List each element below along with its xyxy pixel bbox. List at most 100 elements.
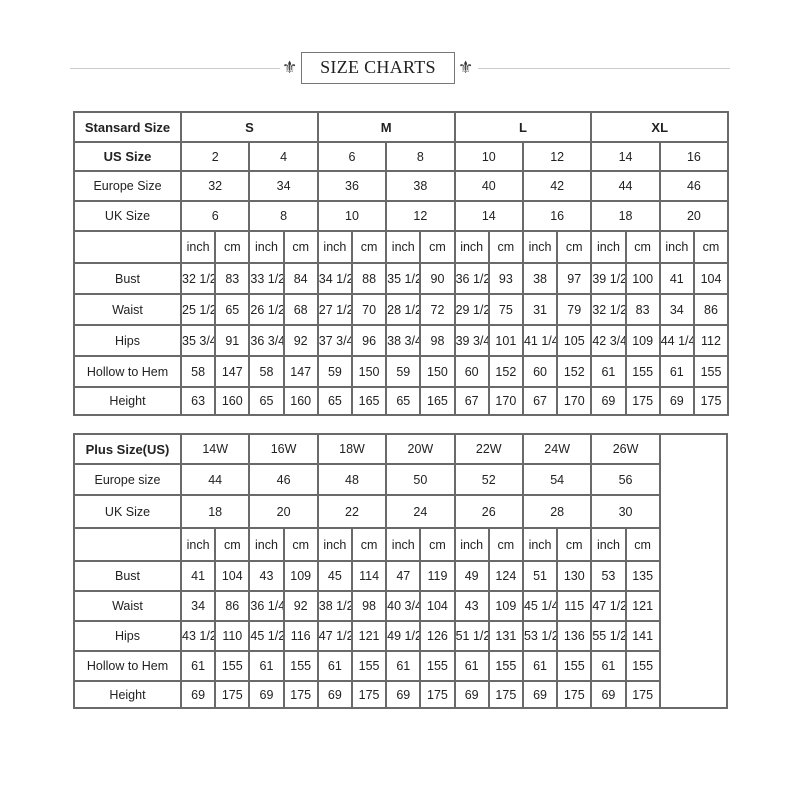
measurement-value: 72	[419, 293, 456, 326]
measurement-value: 34	[179, 590, 217, 622]
measurement-value: 31	[521, 293, 559, 326]
uk-size-value: 14	[453, 200, 524, 232]
uk-size-value: 18	[179, 494, 251, 529]
measurement-value: 165	[350, 386, 388, 416]
measurement-label: Bust	[73, 560, 182, 592]
unit-inch: inch	[385, 230, 422, 264]
plus-size-value: 20W	[385, 433, 456, 465]
measurement-value: 35 3/4	[179, 324, 217, 357]
measurement-value: 69	[248, 680, 285, 709]
units-row: inch cm inch cm inch cm inch cm inch cm inch cm inch…	[73, 527, 727, 562]
us-size-value: 10	[453, 141, 524, 172]
measurement-value: 61	[316, 650, 353, 682]
measurement-value: 100	[624, 262, 661, 295]
plus-size-value: 18W	[316, 433, 388, 465]
measurement-label: Bust	[73, 262, 182, 295]
measurement-value: 27 1/2	[316, 293, 353, 326]
measurement-value: 131	[487, 620, 524, 652]
unit-inch: inch	[248, 230, 285, 264]
measurement-value: 124	[487, 560, 524, 592]
measurement-value: 36 1/2	[453, 262, 490, 295]
units-row: inch cm inch cm inch cm inch cm inch cm inch cm inch…	[73, 230, 730, 264]
unit-cm: cm	[487, 230, 524, 264]
uk-size-value: 26	[453, 494, 524, 529]
measurement-row: Hollow to Hem 61 155 61 155 61 155 61 155 61 155 61…	[73, 650, 727, 682]
measurement-value: 75	[487, 293, 524, 326]
measurement-value: 61	[658, 355, 695, 388]
measurement-value: 97	[556, 262, 593, 295]
plus-size-value: 26W	[590, 433, 661, 465]
plus-size-table: Plus Size(US) 14W 16W 18W 20W 22W 24W 26W Europe…	[73, 433, 728, 709]
measurement-value: 61	[521, 650, 559, 682]
measurement-label: Hollow to Hem	[73, 650, 182, 682]
measurement-value: 175	[487, 680, 524, 709]
uk-size-value: 30	[590, 494, 661, 529]
unit-cm: cm	[624, 527, 661, 562]
unit-cm: cm	[556, 527, 593, 562]
unit-cm: cm	[692, 230, 730, 264]
size-group-s: S	[180, 111, 319, 143]
uk-size-label: UK Size	[73, 494, 182, 529]
measurement-value: 44 1/4	[658, 324, 695, 357]
unit-cm: cm	[350, 527, 388, 562]
measurement-value: 104	[692, 262, 730, 295]
measurement-value: 155	[624, 650, 661, 682]
measurement-row: Bust 41 104 43 109 45 114 47 119 49 124 51 130 53 135	[73, 560, 727, 592]
uk-size-label: UK Size	[73, 200, 182, 232]
measurement-value: 104	[419, 590, 456, 622]
europe-size-value: 44	[590, 170, 661, 202]
measurement-value: 43	[453, 590, 490, 622]
europe-size-value: 54	[521, 463, 593, 496]
unit-inch: inch	[590, 230, 627, 264]
measurement-value: 88	[350, 262, 388, 295]
unit-inch: inch	[179, 527, 217, 562]
measurement-value: 96	[350, 324, 388, 357]
europe-size-value: 56	[590, 463, 661, 496]
header-row: Stansard Size S M L XL	[73, 111, 730, 143]
measurement-value: 112	[692, 324, 730, 357]
measurement-value: 150	[350, 355, 388, 388]
measurement-value: 34	[658, 293, 695, 326]
measurement-value: 65	[248, 386, 285, 416]
measurement-value: 175	[282, 680, 319, 709]
measurement-value: 59	[316, 355, 353, 388]
measurement-value: 35 1/2	[385, 262, 422, 295]
measurement-value: 69	[453, 680, 490, 709]
measurement-value: 109	[624, 324, 661, 357]
unit-cm: cm	[419, 527, 456, 562]
unit-inch: inch	[453, 527, 490, 562]
measurement-value: 36 1/4	[248, 590, 285, 622]
measurement-value: 126	[419, 620, 456, 652]
measurement-value: 79	[556, 293, 593, 326]
measurement-value: 155	[556, 650, 593, 682]
measurement-value: 65	[214, 293, 251, 326]
europe-size-value: 40	[453, 170, 524, 202]
measurement-value: 155	[624, 355, 661, 388]
unit-inch: inch	[248, 527, 285, 562]
measurement-value: 45 1/2	[248, 620, 285, 652]
measurement-value: 36 3/4	[248, 324, 285, 357]
measurement-value: 170	[556, 386, 593, 416]
measurement-value: 152	[487, 355, 524, 388]
uk-size-value: 16	[521, 200, 593, 232]
measurement-value: 135	[624, 560, 661, 592]
measurement-label: Hollow to Hem	[73, 355, 182, 388]
unit-cm: cm	[556, 230, 593, 264]
unit-cm: cm	[350, 230, 388, 264]
divider-left	[70, 68, 280, 69]
measurement-value: 91	[214, 324, 251, 357]
measurement-value: 175	[214, 680, 251, 709]
unit-inch: inch	[316, 527, 353, 562]
measurement-value: 155	[692, 355, 730, 388]
measurement-value: 34 1/2	[316, 262, 353, 295]
measurement-value: 49	[453, 560, 490, 592]
unit-cm: cm	[282, 527, 319, 562]
measurement-value: 38 3/4	[385, 324, 422, 357]
measurement-value: 175	[624, 680, 661, 709]
measurement-value: 98	[419, 324, 456, 357]
measurement-value: 29 1/2	[453, 293, 490, 326]
measurement-value: 155	[419, 650, 456, 682]
measurement-value: 175	[419, 680, 456, 709]
measurement-value: 32 1/2	[590, 293, 627, 326]
measurement-value: 84	[282, 262, 319, 295]
